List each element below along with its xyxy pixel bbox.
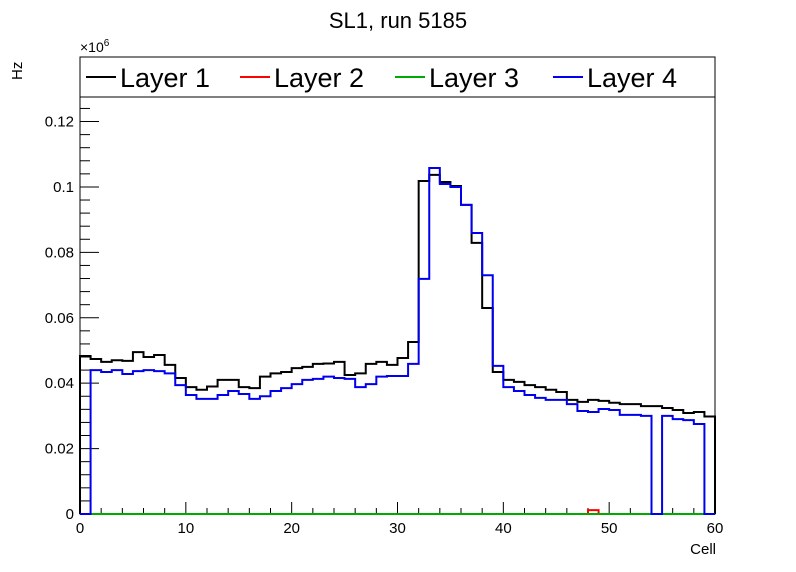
x-tick-label: 50: [601, 520, 618, 537]
plot-frame: [79, 96, 716, 515]
x-tick-label: 20: [283, 520, 300, 537]
x-tick-label: 10: [177, 520, 194, 537]
y-tick-label: 0.02: [45, 441, 74, 458]
series-group: [79, 166, 716, 515]
y-tick-label: 0: [66, 506, 74, 523]
y-multiplier-base: ×10: [80, 39, 104, 55]
x-axis-label: Cell: [690, 541, 716, 558]
chart-title: SL1, run 5185: [329, 8, 467, 33]
series-layer-4: [80, 166, 715, 515]
series-layer-1: [79, 173, 716, 514]
axes: 0 10 20 30 40 50 60 0 0.02 0.04 0.06 0.08 0.1 0.12: [45, 96, 724, 537]
x-tick-label: 40: [495, 520, 512, 537]
y-tick-label: 0.12: [45, 114, 74, 131]
y-tick-label: 0.06: [45, 310, 74, 327]
y-tick-label: 0.04: [45, 375, 74, 392]
x-tick-label: 0: [76, 520, 84, 537]
legend: Layer 1 Layer 2 Layer 3 Layer 4: [79, 56, 716, 98]
y-tick-label: 0.1: [53, 179, 74, 196]
legend-label: Layer 2: [274, 63, 364, 93]
x-tick-label: 60: [707, 520, 724, 537]
legend-label: Layer 3: [429, 63, 519, 93]
y-multiplier-exponent: 6: [104, 38, 110, 49]
legend-label: Layer 4: [587, 63, 677, 93]
x-tick-label: 30: [389, 520, 406, 537]
y-tick-label: 0.08: [45, 244, 74, 261]
y-axis-label: Hz: [9, 62, 26, 80]
legend-label: Layer 1: [120, 63, 210, 93]
y-multiplier: ×106: [80, 38, 110, 55]
